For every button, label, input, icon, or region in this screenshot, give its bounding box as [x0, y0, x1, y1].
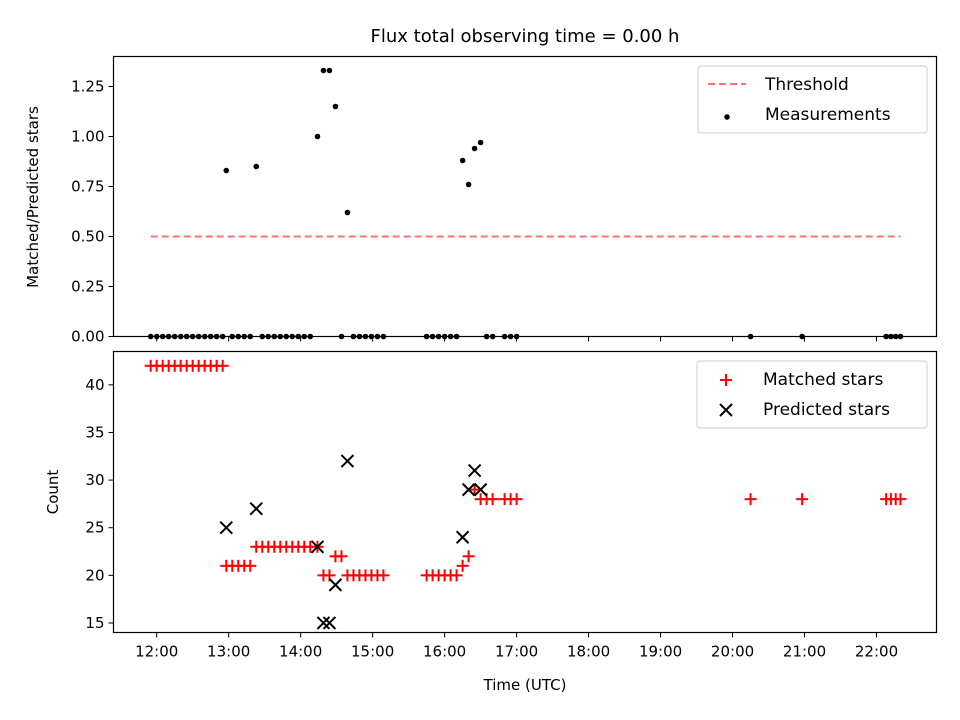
measurement-point	[477, 139, 484, 146]
flux-ratio-panel: Flux total observing time = 0.00 h Match…	[24, 26, 938, 346]
top-y-tick-label: 1.00	[71, 128, 104, 146]
measurement-point	[332, 103, 339, 110]
predicted-stars-legend-label: Predicted stars	[763, 400, 890, 420]
bottom-legend-box	[696, 360, 928, 429]
matched-stars-legend-label: Matched stars	[763, 370, 883, 390]
predicted-star-point	[328, 578, 343, 592]
top-y-tick-label: 0.75	[71, 178, 104, 196]
measurements-legend-label: Measurements	[765, 105, 891, 125]
predicted-star-point	[467, 463, 482, 478]
top-y-tick-label: 1.25	[71, 78, 104, 96]
matched-star-point	[377, 569, 390, 582]
measurement-point	[223, 167, 230, 174]
predicted-star-point	[219, 521, 233, 535]
bottom-x-tick-label: 14:00	[279, 643, 322, 661]
matched-stars-legend-marker	[720, 374, 732, 386]
matched-star-point	[335, 550, 348, 563]
measurement-point	[253, 163, 260, 170]
bottom-y-tick-label: 25	[85, 519, 104, 537]
bottom-y-tick-label: 15	[85, 614, 104, 632]
matched-star-point	[456, 559, 469, 572]
matched-star-point	[744, 493, 757, 506]
predicted-star-point	[316, 616, 331, 630]
top-y-tick-label: 0.00	[71, 328, 104, 346]
bottom-y-tick-label: 30	[85, 471, 104, 489]
matched-star-point	[894, 493, 907, 506]
bottom-x-tick-label: 13:00	[207, 643, 250, 661]
matched-star-point	[468, 483, 481, 496]
bottom-x-tick-label: 15:00	[351, 643, 394, 661]
predicted-stars-legend-marker	[719, 403, 733, 417]
threshold-legend-label: Threshold	[764, 75, 849, 95]
predicted-star-point	[310, 540, 325, 554]
predicted-star-point	[322, 616, 337, 630]
bottom-x-tick-label: 16:00	[423, 643, 466, 661]
predicted-star-point	[455, 530, 470, 544]
top-y-tick-label: 0.50	[71, 228, 104, 246]
measurement-point	[459, 157, 466, 164]
bottom-y-tick-label: 35	[85, 423, 104, 441]
bottom-y-tick-label: 40	[85, 376, 104, 394]
bottom-axes-frame	[112, 350, 938, 634]
top-y-tick-label: 0.25	[71, 278, 104, 296]
bottom-y-tick-label: 20	[85, 566, 104, 584]
bottom-x-tick-label: 19:00	[639, 643, 682, 661]
measurement-point	[465, 181, 472, 188]
measurement-point	[471, 145, 478, 152]
predicted-star-point	[473, 482, 488, 497]
measurement-point	[314, 133, 321, 140]
predicted-star-point	[461, 482, 476, 497]
bottom-plot-area: 15 20 25 30 35 40 12:00 13:00 14:00 15:00 16:00 17:…	[85, 359, 907, 661]
top-legend: Threshold Measurements	[697, 65, 928, 134]
matched-star-point	[462, 550, 475, 563]
bottom-x-axis-label: Time (UTC)	[483, 676, 567, 694]
matched-star-point	[510, 493, 523, 506]
bottom-x-tick-label: 17:00	[495, 643, 538, 661]
top-y-axis-label: Matched/Predicted stars	[24, 106, 42, 288]
bottom-legend: Matched stars Predicted stars	[696, 360, 928, 429]
predicted-star-point	[249, 501, 263, 516]
matched-star-point	[244, 559, 257, 572]
predicted-star-point	[340, 454, 355, 468]
measurement-point	[320, 67, 327, 74]
bottom-x-tick-label: 18:00	[567, 643, 610, 661]
top-axes-frame	[112, 55, 938, 338]
matched-star-point	[486, 493, 499, 506]
bottom-x-tick-label: 21:00	[783, 643, 826, 661]
matched-star-point	[796, 493, 809, 506]
bottom-x-tick-label: 20:00	[711, 643, 754, 661]
measurements-legend-marker	[724, 114, 730, 120]
top-chart-title: Flux total observing time = 0.00 h	[371, 26, 680, 47]
bottom-x-tick-label: 12:00	[135, 643, 178, 661]
bottom-x-tick-label: 22:00	[855, 643, 898, 661]
top-legend-box	[697, 65, 928, 134]
measurement-point	[326, 67, 333, 74]
bottom-y-axis-label: Count	[44, 470, 62, 515]
matched-star-point	[450, 569, 463, 582]
matched-star-point	[216, 359, 229, 372]
measurement-point	[344, 209, 351, 216]
